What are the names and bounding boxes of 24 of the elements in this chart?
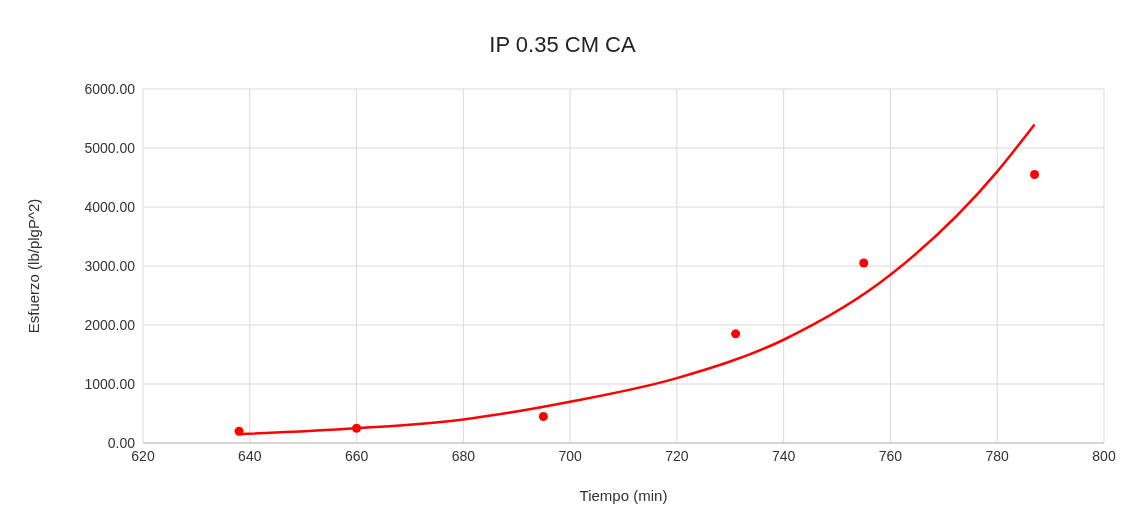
x-axis-title: Tiempo (min)	[579, 487, 668, 504]
point	[234, 426, 244, 436]
x-tick-label: 780	[985, 447, 1010, 464]
point	[1030, 170, 1040, 180]
point	[352, 423, 362, 433]
x-tick-label: 660	[344, 447, 369, 464]
y-tick-label: 3000.00	[84, 257, 136, 274]
y-tick-label: 1000.00	[84, 375, 136, 392]
y-tick-label: 5000.00	[84, 139, 136, 156]
x-tick-label: 640	[238, 447, 262, 464]
chart-title: IP 0.35 CM CA	[488, 32, 637, 58]
y-tick-label: 6000.00	[84, 80, 136, 97]
y-tick-label: 4000.00	[84, 198, 136, 215]
x-tick-label: 700	[558, 447, 582, 464]
point	[859, 258, 869, 268]
x-tick-label: 800	[1092, 447, 1116, 464]
x-tick-label: 760	[878, 447, 903, 464]
point	[731, 329, 741, 339]
x-tick-label: 680	[451, 447, 476, 464]
point	[538, 411, 548, 421]
y-axis-title: Esfuerzo (lb/plgP^2)	[25, 198, 43, 334]
y-tick-label: 2000.00	[84, 316, 136, 333]
x-tick-label: 740	[771, 447, 796, 464]
x-tick-label: 720	[665, 447, 689, 464]
